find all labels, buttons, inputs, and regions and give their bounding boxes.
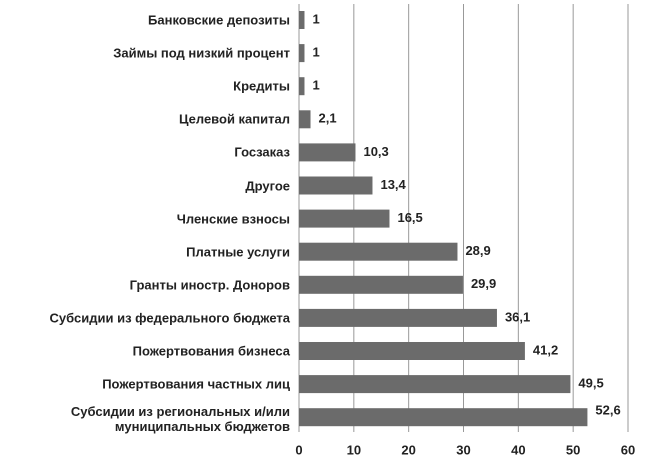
category-label: Субсидии из региональных и/или муниципал…	[70, 404, 290, 435]
value-label: 49,5	[578, 376, 603, 391]
category-label: Членские взносы	[176, 211, 290, 227]
category-label: Пожертвования бизнеса	[132, 343, 290, 359]
category-label: Субсидии из федерального бюджета	[49, 310, 290, 326]
bar	[299, 209, 390, 228]
category-label: Пожертвования частных лиц	[102, 376, 290, 392]
value-label: 28,9	[465, 243, 490, 258]
value-label: 1	[312, 11, 319, 26]
x-tick-label: 20	[401, 442, 415, 457]
x-tick-label: 30	[456, 442, 470, 457]
bar	[299, 242, 458, 261]
value-label: 36,1	[505, 309, 530, 324]
bar	[299, 308, 497, 327]
bar	[299, 11, 305, 29]
bar	[299, 44, 305, 63]
bar	[299, 110, 311, 129]
x-tick-label: 40	[511, 442, 525, 457]
value-label: 41,2	[533, 342, 558, 357]
x-tick-label: 60	[621, 442, 635, 457]
bar	[299, 275, 463, 294]
category-label: Гранты иностр. Доноров	[129, 277, 290, 293]
bar	[299, 408, 588, 427]
bar	[299, 77, 305, 96]
value-label: 13,4	[380, 177, 406, 192]
category-label: Целевой капитал	[178, 111, 290, 127]
value-label: 16,5	[397, 210, 422, 225]
value-label: 1	[312, 78, 319, 93]
x-tick-label: 0	[295, 442, 302, 457]
category-label: Банковские депозиты	[148, 12, 290, 28]
x-tick-label: 10	[347, 442, 361, 457]
category-label: Платные услуги	[186, 244, 290, 260]
value-label: 10,3	[363, 144, 388, 159]
category-label: Кредиты	[233, 78, 290, 94]
bar	[299, 143, 356, 162]
value-label: 52,6	[595, 403, 620, 418]
value-label: 1	[312, 45, 319, 60]
bar	[299, 342, 525, 360]
x-tick-label: 50	[566, 442, 580, 457]
category-label: Займы под низкий процент	[113, 45, 290, 61]
category-label: Другое	[245, 178, 290, 193]
category-label: Госзаказ	[234, 144, 290, 160]
bar	[299, 375, 571, 394]
value-label: 2,1	[319, 111, 337, 126]
bar	[299, 176, 373, 195]
value-label: 29,9	[471, 276, 496, 291]
